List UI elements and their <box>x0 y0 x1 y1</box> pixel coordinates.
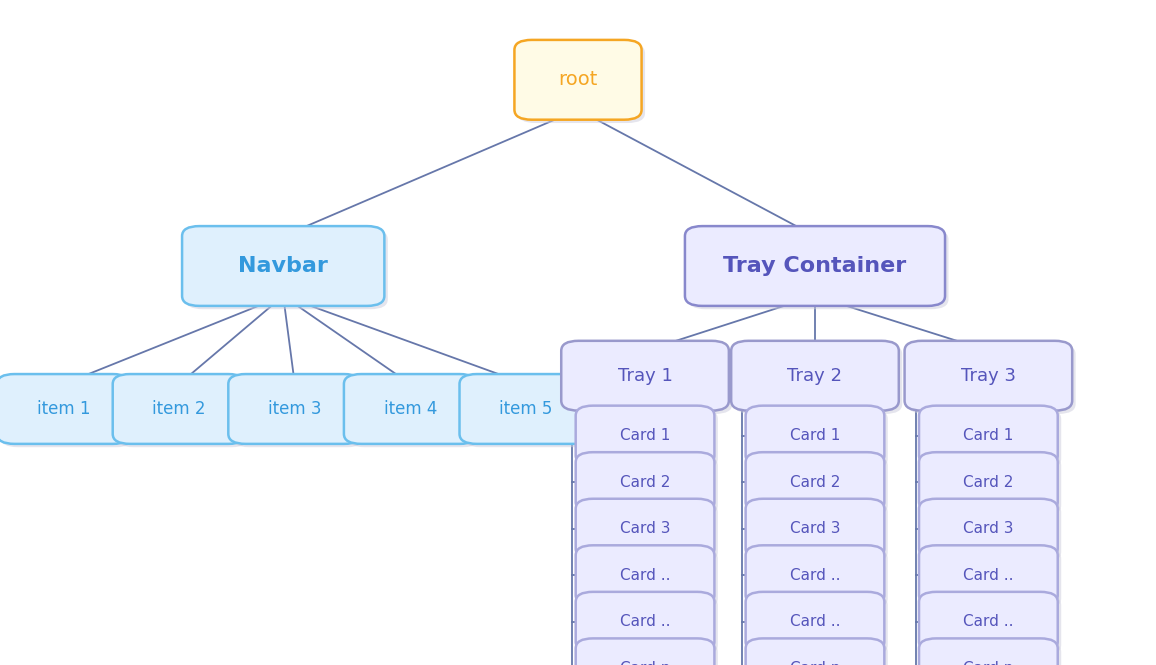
FancyBboxPatch shape <box>181 226 384 306</box>
Text: Card n: Card n <box>963 661 1014 665</box>
FancyBboxPatch shape <box>562 340 729 410</box>
FancyBboxPatch shape <box>579 549 718 608</box>
FancyBboxPatch shape <box>231 377 365 447</box>
Text: Card 2: Card 2 <box>620 475 670 489</box>
Text: Card n: Card n <box>790 661 840 665</box>
Text: Card 1: Card 1 <box>963 428 1014 443</box>
Text: Card ..: Card .. <box>620 568 670 583</box>
Text: item 2: item 2 <box>153 400 206 418</box>
Text: Tray Container: Tray Container <box>724 256 906 276</box>
FancyBboxPatch shape <box>462 377 596 447</box>
FancyBboxPatch shape <box>749 549 888 608</box>
FancyBboxPatch shape <box>579 502 718 562</box>
Text: Card 2: Card 2 <box>790 475 840 489</box>
FancyBboxPatch shape <box>909 344 1075 414</box>
FancyBboxPatch shape <box>514 40 642 120</box>
Text: Card ..: Card .. <box>963 614 1014 629</box>
FancyBboxPatch shape <box>749 595 888 655</box>
FancyBboxPatch shape <box>579 409 718 469</box>
FancyBboxPatch shape <box>518 43 645 123</box>
FancyBboxPatch shape <box>576 545 714 605</box>
FancyBboxPatch shape <box>579 642 718 665</box>
FancyBboxPatch shape <box>919 638 1058 665</box>
Text: Tray 1: Tray 1 <box>617 366 673 385</box>
FancyBboxPatch shape <box>749 409 888 469</box>
Text: Card ..: Card .. <box>620 614 670 629</box>
FancyBboxPatch shape <box>922 409 1061 469</box>
FancyBboxPatch shape <box>922 549 1061 608</box>
Text: item 5: item 5 <box>499 400 553 418</box>
Text: Card 1: Card 1 <box>790 428 840 443</box>
FancyBboxPatch shape <box>922 642 1061 665</box>
Text: item 1: item 1 <box>37 400 90 418</box>
FancyBboxPatch shape <box>904 340 1073 410</box>
FancyBboxPatch shape <box>229 374 361 444</box>
FancyBboxPatch shape <box>576 452 714 512</box>
Text: Card ..: Card .. <box>963 568 1014 583</box>
Text: Card 3: Card 3 <box>963 521 1014 536</box>
FancyBboxPatch shape <box>919 499 1058 559</box>
FancyBboxPatch shape <box>922 456 1061 515</box>
FancyBboxPatch shape <box>579 456 718 515</box>
Text: root: root <box>558 70 598 89</box>
Text: Card ..: Card .. <box>790 568 840 583</box>
Text: Card ..: Card .. <box>790 614 840 629</box>
FancyBboxPatch shape <box>749 642 888 665</box>
FancyBboxPatch shape <box>344 374 476 444</box>
FancyBboxPatch shape <box>749 502 888 562</box>
FancyBboxPatch shape <box>919 452 1058 512</box>
FancyBboxPatch shape <box>746 638 884 665</box>
FancyBboxPatch shape <box>919 406 1058 465</box>
FancyBboxPatch shape <box>688 229 948 309</box>
FancyBboxPatch shape <box>347 377 481 447</box>
FancyBboxPatch shape <box>735 344 902 414</box>
Text: item 4: item 4 <box>384 400 437 418</box>
Text: Tray 3: Tray 3 <box>961 366 1016 385</box>
FancyBboxPatch shape <box>746 406 884 465</box>
FancyBboxPatch shape <box>579 595 718 655</box>
FancyBboxPatch shape <box>919 592 1058 652</box>
FancyBboxPatch shape <box>731 340 899 410</box>
FancyBboxPatch shape <box>185 229 387 309</box>
FancyBboxPatch shape <box>746 499 884 559</box>
FancyBboxPatch shape <box>0 374 131 444</box>
FancyBboxPatch shape <box>460 374 593 444</box>
Text: item 3: item 3 <box>268 400 321 418</box>
FancyBboxPatch shape <box>922 502 1061 562</box>
FancyBboxPatch shape <box>113 374 246 444</box>
FancyBboxPatch shape <box>746 452 884 512</box>
Text: Navbar: Navbar <box>238 256 328 276</box>
FancyBboxPatch shape <box>576 406 714 465</box>
FancyBboxPatch shape <box>746 545 884 605</box>
FancyBboxPatch shape <box>922 595 1061 655</box>
FancyBboxPatch shape <box>576 638 714 665</box>
FancyBboxPatch shape <box>576 499 714 559</box>
Text: Card 1: Card 1 <box>620 428 670 443</box>
FancyBboxPatch shape <box>0 377 134 447</box>
FancyBboxPatch shape <box>919 545 1058 605</box>
Text: Card 3: Card 3 <box>790 521 840 536</box>
Text: Card 3: Card 3 <box>620 521 670 536</box>
FancyBboxPatch shape <box>576 592 714 652</box>
FancyBboxPatch shape <box>565 344 733 414</box>
Text: Card n: Card n <box>620 661 670 665</box>
Text: Tray 2: Tray 2 <box>787 366 843 385</box>
Text: Card 2: Card 2 <box>963 475 1014 489</box>
FancyBboxPatch shape <box>684 226 944 306</box>
FancyBboxPatch shape <box>746 592 884 652</box>
FancyBboxPatch shape <box>116 377 250 447</box>
FancyBboxPatch shape <box>749 456 888 515</box>
